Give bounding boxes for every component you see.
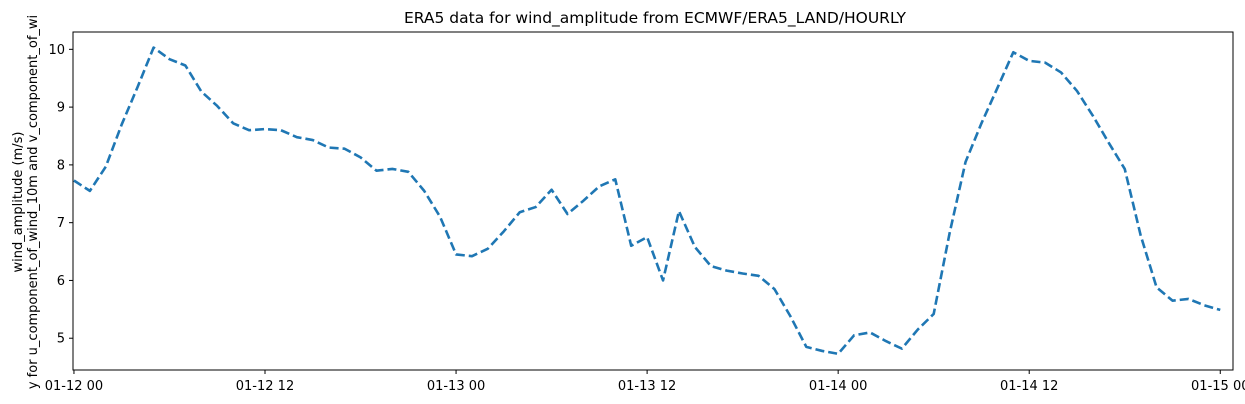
x-tick-label: 01-12 12 [236,379,294,394]
y-axis-label-line-1: wind_amplitude (m/s) [11,131,26,272]
y-tick-label: 5 [57,332,65,347]
y-tick-label: 9 [57,101,65,116]
x-tick-label: 01-12 00 [45,379,103,394]
y-tick-label: 7 [57,216,65,231]
x-tick-label: 01-15 00 [1191,379,1245,394]
x-tick-label: 01-14 12 [1000,379,1058,394]
series-line [73,46,1221,356]
series-group [73,46,1221,356]
axis-ticks: 01-12 00 01-12 12 01-13 00 01-13 12 01-14 00… [45,43,1245,394]
x-tick-label: 01-13 00 [427,379,485,394]
y-axis-label: wind_amplitude (m/s) y for u_component_o… [11,15,41,389]
y-tick-label: 8 [57,158,65,173]
x-tick-label: 01-13 12 [618,379,676,394]
y-tick-label: 6 [57,274,65,289]
plot-frame [72,31,1234,371]
y-tick-label: 10 [48,43,65,58]
y-axis-label-line-2: y for u_component_of_wind_10m and v_comp… [26,15,41,389]
chart-title: ERA5 data for wind_amplitude from ECMWF/… [404,9,907,28]
x-tick-label: 01-14 00 [809,379,867,394]
